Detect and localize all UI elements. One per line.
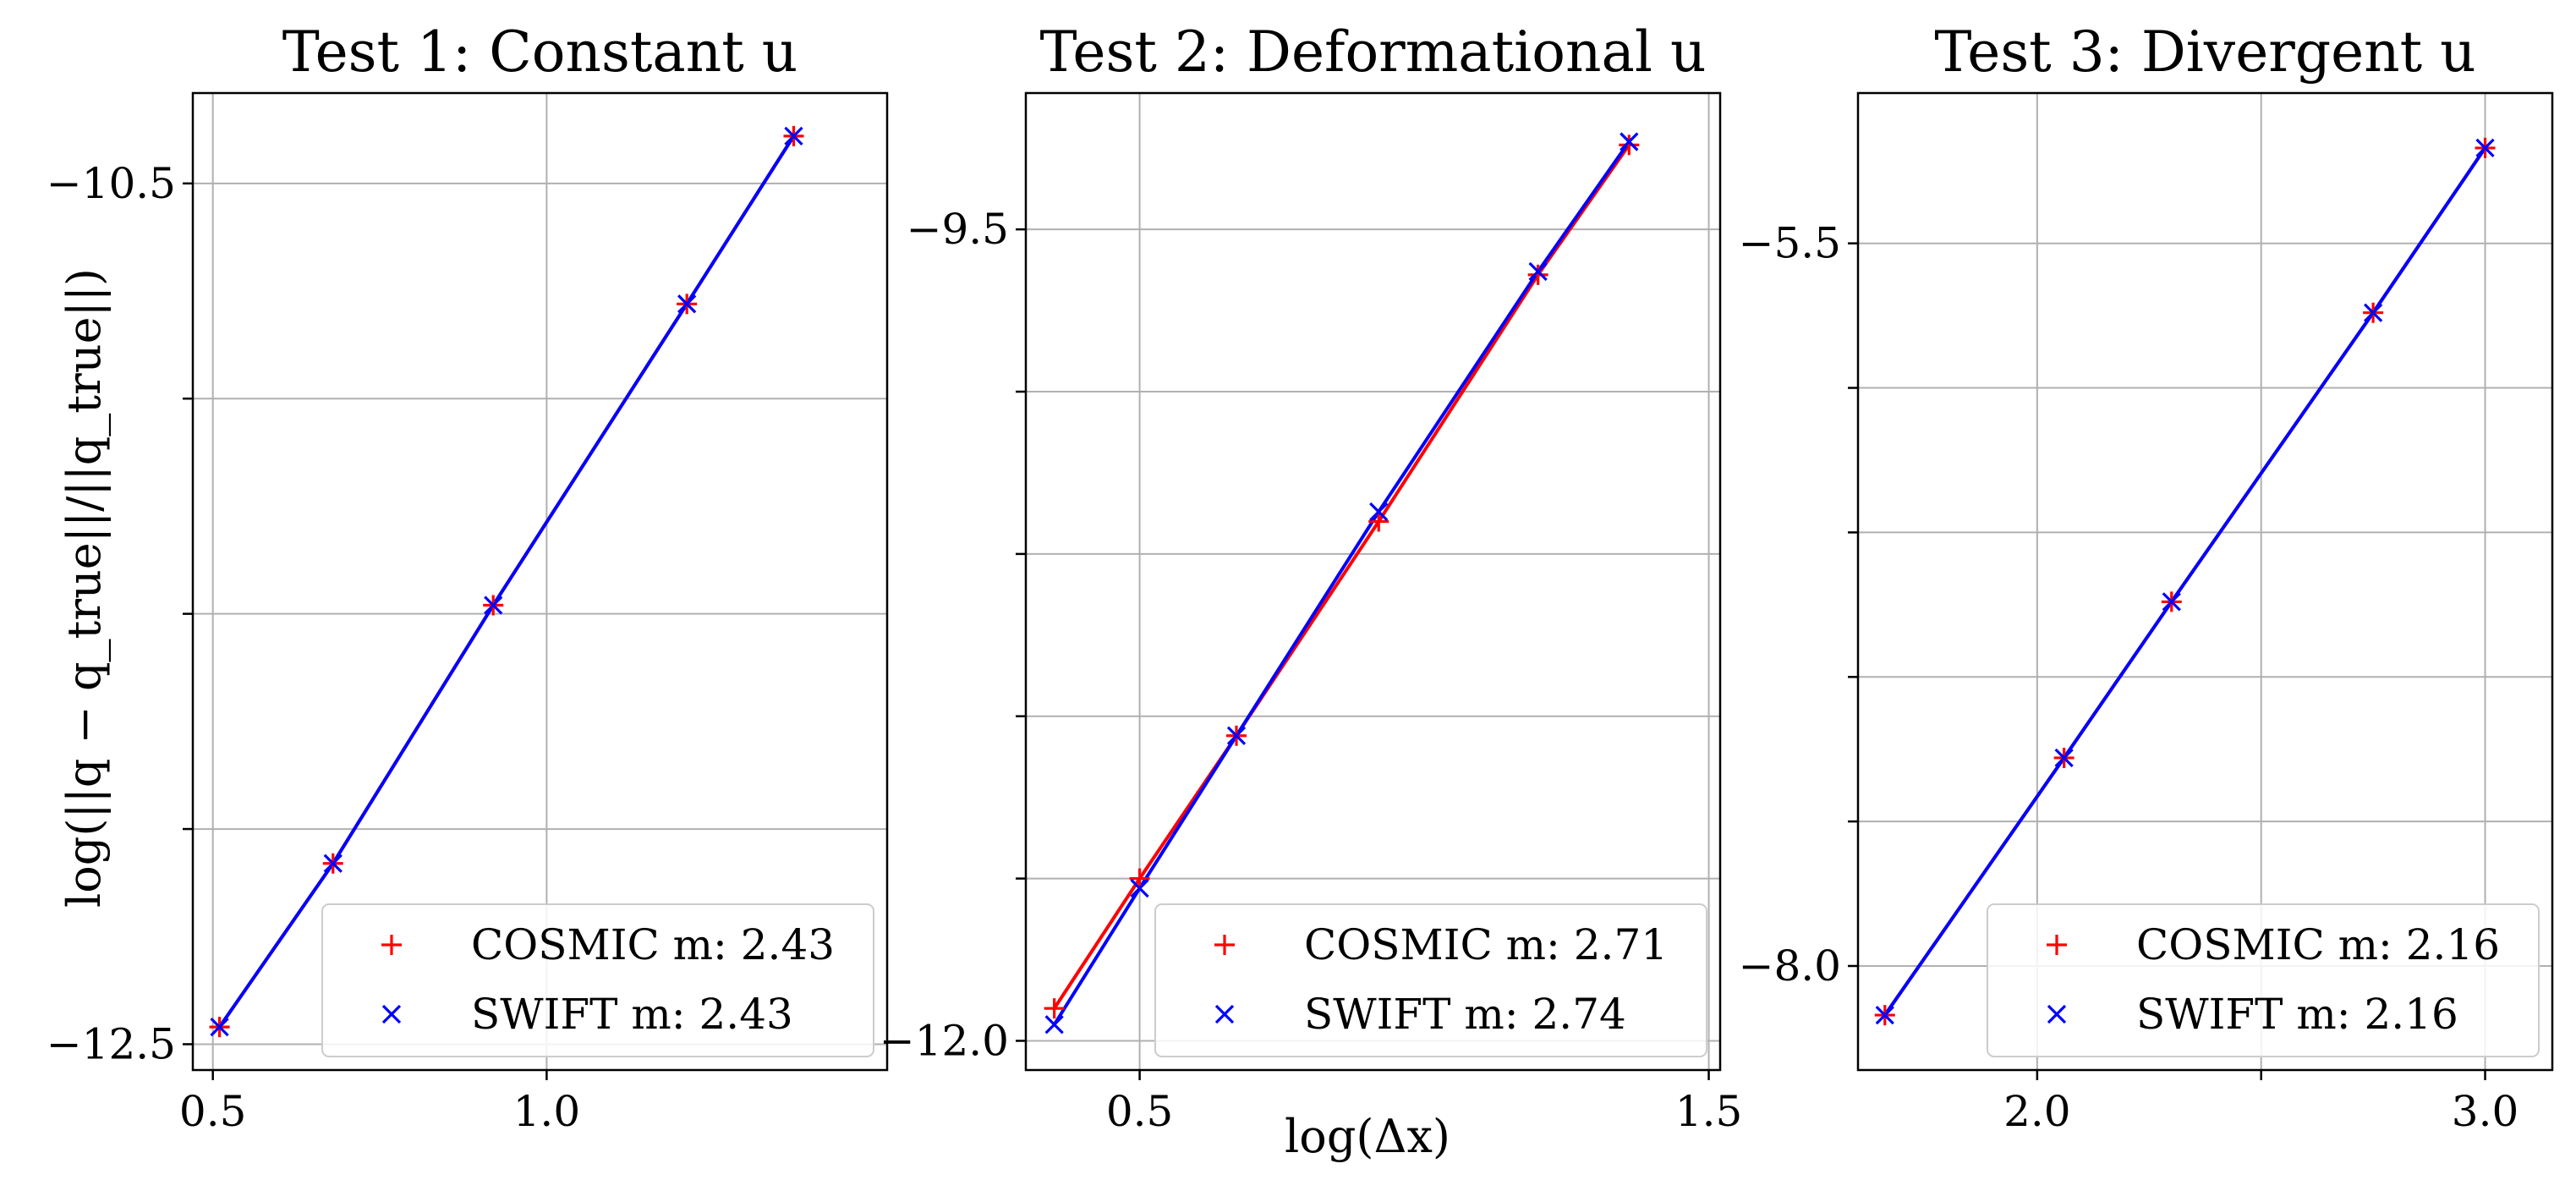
- legend-marker-x: [381, 1004, 402, 1024]
- legend-marker-x: [1214, 1004, 1235, 1024]
- data-point-x: [210, 1017, 229, 1037]
- chart-panel-3: 2.0 3.0 −8.0 −5.5 Test 3: Divergent u COSMIC …: [1739, 19, 2554, 1136]
- data-point-plus: [1619, 134, 1640, 156]
- data-point-x: [1875, 1005, 1894, 1025]
- data-point-x: [1620, 132, 1639, 151]
- chart-title: Test 2: Deformational u: [1040, 19, 1707, 85]
- data-point-plus: [1129, 868, 1150, 889]
- x-tick-label: 0.5: [179, 1087, 247, 1136]
- plot-frame: [1856, 91, 2554, 1072]
- legend-label: COSMIC m: 2.16: [2136, 920, 2500, 969]
- legend-box: [1154, 903, 1707, 1057]
- data-point-x: [1226, 726, 1247, 745]
- legend-label: SWIFT m: 2.43: [471, 990, 793, 1039]
- x-tick-label: 3.0: [2452, 1087, 2519, 1136]
- x-tick-label: 1.0: [513, 1087, 581, 1136]
- series-line: [217, 134, 796, 1029]
- plot-frame: [1024, 91, 1722, 1072]
- chart-panel-1: 0.5 1.0 −12.5 −10.5 Test 1: Constant u COSMIC…: [47, 19, 889, 1136]
- x-tick-label: 0.5: [1106, 1087, 1174, 1136]
- data-point-x: [2162, 592, 2181, 612]
- y-tick-label: −8.0: [1739, 941, 1841, 991]
- data-point-x: [2475, 138, 2495, 158]
- data-point-x: [484, 596, 503, 615]
- data-point-x: [1044, 1015, 1064, 1035]
- series-line: [1052, 144, 1631, 1010]
- data-point-x: [2363, 303, 2383, 322]
- legend-label: SWIFT m: 2.16: [2136, 990, 2458, 1039]
- series-line: [1052, 140, 1631, 1026]
- legend-label: COSMIC m: 2.71: [1304, 920, 1668, 969]
- y-tick-label: −10.5: [47, 159, 176, 208]
- y-tick-label: −12.0: [880, 1016, 1009, 1065]
- x-axis-label: log(Δx): [1285, 1110, 1450, 1163]
- y-tick-label: −5.5: [1739, 219, 1841, 268]
- legend-label: COSMIC m: 2.43: [471, 920, 835, 969]
- data-point-x: [1369, 502, 1389, 522]
- legend-marker-x: [2047, 1004, 2067, 1024]
- chart-panel-2: 0.5 1.5 −12.0 −9.5 Test 2: Deformational u CO…: [880, 19, 1743, 1136]
- legend-label: SWIFT m: 2.74: [1304, 990, 1626, 1039]
- legend-marker-plus: [381, 935, 402, 955]
- legend-box: [1987, 903, 2540, 1057]
- data-point-plus: [1527, 264, 1548, 285]
- data-point-plus: [1044, 998, 1065, 1019]
- y-axis-label: log(||q − q_true||/||q_true||): [58, 268, 111, 908]
- data-point-x: [1130, 878, 1149, 898]
- legend-marker-plus: [1214, 935, 1235, 955]
- plot-frame: [191, 91, 889, 1072]
- series-line: [1883, 146, 2487, 1017]
- data-point-x: [784, 126, 803, 146]
- y-tick-label: −12.5: [47, 1019, 176, 1068]
- legend-box: [321, 903, 874, 1057]
- legend-marker-plus: [2047, 935, 2067, 955]
- data-point-plus: [1368, 511, 1389, 532]
- chart-title: Test 1: Constant u: [282, 19, 798, 85]
- chart-title: Test 3: Divergent u: [1934, 19, 2475, 85]
- data-point-x: [323, 853, 343, 873]
- y-tick-label: −9.5: [907, 205, 1009, 254]
- x-tick-label: 1.5: [1675, 1087, 1743, 1136]
- x-tick-label: 2.0: [2003, 1087, 2071, 1136]
- data-point-x: [677, 294, 697, 314]
- data-point-x: [2054, 748, 2074, 768]
- data-point-x: [1528, 261, 1548, 282]
